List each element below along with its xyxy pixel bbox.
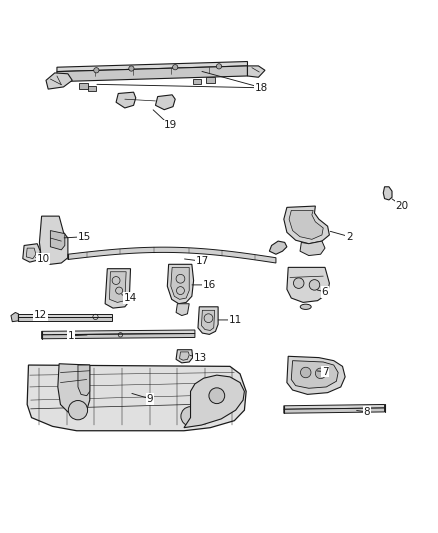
Polygon shape — [155, 95, 175, 110]
Polygon shape — [105, 269, 131, 308]
Polygon shape — [167, 264, 194, 304]
Polygon shape — [284, 408, 385, 413]
Polygon shape — [287, 356, 345, 394]
Circle shape — [216, 64, 222, 69]
Polygon shape — [184, 375, 244, 427]
Polygon shape — [39, 216, 68, 264]
Polygon shape — [27, 365, 246, 431]
Polygon shape — [18, 317, 112, 321]
Circle shape — [209, 388, 225, 403]
Polygon shape — [201, 310, 215, 330]
Polygon shape — [57, 66, 247, 82]
Circle shape — [181, 407, 200, 426]
Text: 8: 8 — [364, 407, 371, 417]
Circle shape — [129, 66, 134, 71]
Polygon shape — [23, 244, 40, 262]
Circle shape — [300, 367, 311, 378]
Circle shape — [68, 400, 88, 420]
Polygon shape — [180, 352, 189, 360]
Text: 18: 18 — [255, 83, 268, 93]
Polygon shape — [284, 405, 385, 409]
Circle shape — [309, 280, 320, 290]
Text: 19: 19 — [163, 120, 177, 131]
Polygon shape — [79, 84, 88, 88]
Polygon shape — [383, 187, 392, 200]
Polygon shape — [171, 268, 189, 300]
Polygon shape — [206, 77, 215, 83]
Polygon shape — [176, 350, 193, 363]
Ellipse shape — [300, 304, 311, 310]
Polygon shape — [11, 312, 18, 322]
Text: 13: 13 — [194, 353, 207, 362]
Text: 2: 2 — [346, 232, 353, 242]
Polygon shape — [18, 314, 112, 317]
Polygon shape — [198, 307, 218, 334]
Text: 10: 10 — [36, 254, 49, 264]
Polygon shape — [284, 206, 329, 244]
Polygon shape — [269, 241, 287, 254]
Polygon shape — [57, 61, 247, 71]
Polygon shape — [300, 241, 325, 255]
Polygon shape — [42, 334, 195, 339]
Text: 20: 20 — [396, 201, 409, 211]
Polygon shape — [110, 272, 126, 302]
Text: 11: 11 — [229, 315, 242, 325]
Polygon shape — [68, 247, 276, 263]
Text: 14: 14 — [124, 293, 137, 303]
Polygon shape — [247, 66, 265, 77]
Circle shape — [293, 278, 304, 288]
Polygon shape — [88, 86, 96, 91]
Polygon shape — [287, 268, 329, 302]
Text: 7: 7 — [321, 367, 328, 377]
Text: 16: 16 — [203, 280, 216, 290]
Polygon shape — [78, 365, 90, 395]
Circle shape — [315, 368, 326, 378]
Polygon shape — [289, 211, 323, 239]
Text: 6: 6 — [321, 287, 328, 297]
Polygon shape — [50, 231, 65, 250]
Polygon shape — [42, 330, 195, 335]
Text: 12: 12 — [34, 310, 47, 320]
Text: 17: 17 — [196, 256, 209, 266]
Polygon shape — [193, 79, 201, 84]
Polygon shape — [26, 248, 36, 259]
Text: 9: 9 — [146, 394, 153, 404]
Polygon shape — [46, 73, 72, 89]
Circle shape — [94, 68, 99, 73]
Polygon shape — [58, 364, 90, 413]
Text: 15: 15 — [78, 232, 91, 242]
Text: 1: 1 — [67, 330, 74, 341]
Polygon shape — [176, 304, 189, 316]
Polygon shape — [116, 92, 136, 108]
Circle shape — [173, 64, 178, 70]
Polygon shape — [291, 361, 338, 388]
